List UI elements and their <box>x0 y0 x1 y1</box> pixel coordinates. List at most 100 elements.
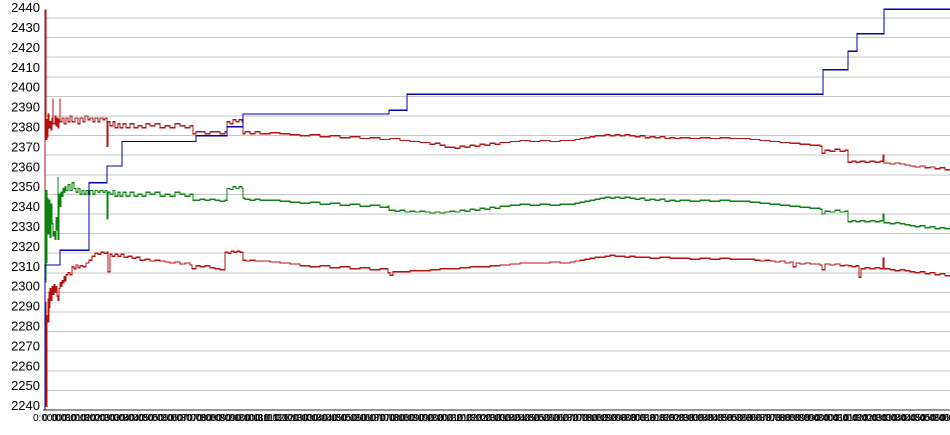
x-axis-tick-label: 0:12:30 <box>274 413 308 424</box>
y-axis-label-2300: 2300 <box>11 279 40 294</box>
x-axis-tick-label: 0:45:30 <box>911 413 945 424</box>
x-axis-tick-label: 0:36:00 <box>728 413 762 424</box>
y-axis-label-2440: 2440 <box>11 0 40 15</box>
x-axis-tick-label: 0:20:00 <box>419 413 453 424</box>
x-axis-tick-label: 0:05:30 <box>139 413 173 424</box>
y-axis-label-2330: 2330 <box>11 219 40 234</box>
y-axis-label-2390: 2390 <box>11 100 40 115</box>
x-axis-tick-label: 0:28:00 <box>573 413 607 424</box>
x-axis-tick-label: 0:33:30 <box>680 413 714 424</box>
x-axis-tick-label: 0:10:00 <box>226 413 260 424</box>
x-axis-tick-label: 0:37:00 <box>747 413 781 424</box>
x-axis-tick-label: 0:00:30 <box>43 413 77 424</box>
x-axis-tick-label: 0:40:00 <box>805 413 839 424</box>
x-axis-tick-label: 0:41:30 <box>834 413 868 424</box>
x-axis-tick-label: 0:35:00 <box>709 413 743 424</box>
y-axis-label-2410: 2410 <box>11 60 40 75</box>
x-axis-tick-label: 0:15:00 <box>323 413 357 424</box>
x-axis-tick-label: 0:31:30 <box>641 413 675 424</box>
x-axis-tick-label: 0:15:30 <box>332 413 366 424</box>
series-lower-dark-red-path <box>44 250 950 410</box>
x-axis-tick-label: 0:33:00 <box>670 413 704 424</box>
x-axis-tick-label: 0:44:30 <box>892 413 926 424</box>
y-axis-label-2430: 2430 <box>11 20 40 35</box>
x-axis-tick-label: 0:42:30 <box>853 413 887 424</box>
y-axis-label-2240: 2240 <box>11 398 40 413</box>
x-axis-tick-label: 0:34:00 <box>689 413 723 424</box>
y-axis-label-2420: 2420 <box>11 40 40 55</box>
x-axis-tick-label: 0:32:30 <box>660 413 694 424</box>
x-axis-tick-label: 0:21:00 <box>438 413 472 424</box>
x-axis-tick-label: 0:08:30 <box>197 413 231 424</box>
x-axis-tick-label: 0:08:00 <box>187 413 221 424</box>
x-axis-tick-label: 0:06:00 <box>149 413 183 424</box>
x-axis-tick-label: 0:23:30 <box>487 413 521 424</box>
x-axis-tick-label: 0:16:00 <box>342 413 376 424</box>
x-axis-tick-label: 0:02:00 <box>72 413 106 424</box>
x-axis-tick-label: 0:40:30 <box>815 413 849 424</box>
series-navy-staircase-path <box>44 8 950 410</box>
x-axis-tick-label: 0:04:30 <box>120 413 154 424</box>
x-axis-tick-label: 0:00:00 <box>33 413 67 424</box>
x-axis-tick-label: 0:23:00 <box>477 413 511 424</box>
x-axis-tick-label: 0:27:30 <box>564 413 598 424</box>
y-axis-label-2280: 2280 <box>11 319 40 334</box>
x-axis-tick-label: 0:17:00 <box>361 413 395 424</box>
x-axis-tick-label: 0:14:30 <box>313 413 347 424</box>
series-green-path <box>44 176 950 410</box>
x-axis-tick-label: 0:42:00 <box>844 413 878 424</box>
x-axis-tick-label: 0:14:00 <box>303 413 337 424</box>
x-axis-tick-label: 0:22:30 <box>467 413 501 424</box>
x-axis-tick-label: 0:43:30 <box>873 413 907 424</box>
x-axis-tick-label: 0:05:00 <box>130 413 164 424</box>
x-axis-tick-label: 0:21:30 <box>448 413 482 424</box>
x-axis-tick-label: 0:07:00 <box>168 413 202 424</box>
x-axis-tick-label: 0:35:30 <box>718 413 752 424</box>
x-axis-tick-label: 0:19:00 <box>400 413 434 424</box>
x-axis-tick-label: 0:43:00 <box>863 413 897 424</box>
y-axis-label-2400: 2400 <box>11 80 40 95</box>
x-axis-tick-label: 0:39:00 <box>786 413 820 424</box>
y-axis-label-2340: 2340 <box>11 199 40 214</box>
y-axis-label-2270: 2270 <box>11 338 40 353</box>
x-axis-tick-label: 0:22:00 <box>458 413 492 424</box>
x-axis-tick-label: 0:13:00 <box>284 413 318 424</box>
x-axis-tick-label: 0:17:30 <box>371 413 405 424</box>
x-axis-tick-label: 0:26:00 <box>535 413 569 424</box>
y-axis-label-2250: 2250 <box>11 378 40 393</box>
x-axis-tick-label: 0:25:00 <box>516 413 550 424</box>
x-axis-tick-label: 0:03:00 <box>91 413 125 424</box>
x-axis-tick-label: 0:38:30 <box>776 413 810 424</box>
y-axis-label-2320: 2320 <box>11 239 40 254</box>
x-axis-tick-label: 0:25:30 <box>525 413 559 424</box>
x-axis-tick-label: 0:30:00 <box>612 413 646 424</box>
x-axis-tick-label: 0:03:30 <box>101 413 135 424</box>
x-axis-tick-label: 0:16:30 <box>351 413 385 424</box>
x-axis-tick-label: 0:24:30 <box>506 413 540 424</box>
x-axis-tick-label: 0:18:00 <box>380 413 414 424</box>
x-axis-tick-label: 0:20:30 <box>429 413 463 424</box>
x-axis-tick-label: 0:02:30 <box>81 413 115 424</box>
x-axis-tick-label: 0:47:00 <box>940 413 950 424</box>
x-axis-tick-label: 0:07:30 <box>178 413 212 424</box>
x-axis-tick-label: 0:27:00 <box>554 413 588 424</box>
x-axis-tick-label: 0:46:00 <box>921 413 950 424</box>
x-axis-tick-label: 0:18:30 <box>390 413 424 424</box>
x-axis-tick-label: 0:36:30 <box>737 413 771 424</box>
x-axis-tick-label: 0:31:00 <box>631 413 665 424</box>
y-axis-label-2350: 2350 <box>11 179 40 194</box>
x-axis-tick-label: 0:09:00 <box>207 413 241 424</box>
x-axis-tick-label: 0:06:30 <box>158 413 192 424</box>
x-axis-tick-label: 0:24:00 <box>496 413 530 424</box>
x-axis-tick-label: 0:37:30 <box>757 413 791 424</box>
y-axis-label-2370: 2370 <box>11 139 40 154</box>
y-axis-label-2380: 2380 <box>11 120 40 135</box>
y-axis-label-2360: 2360 <box>11 159 40 174</box>
y-axis-label-2260: 2260 <box>11 358 40 373</box>
y-axis-label-2310: 2310 <box>11 259 40 274</box>
x-axis-tick-label: 0:26:30 <box>544 413 578 424</box>
x-axis-tick-label: 0:34:30 <box>699 413 733 424</box>
x-axis-tick-label: 0:11:00 <box>245 413 278 424</box>
